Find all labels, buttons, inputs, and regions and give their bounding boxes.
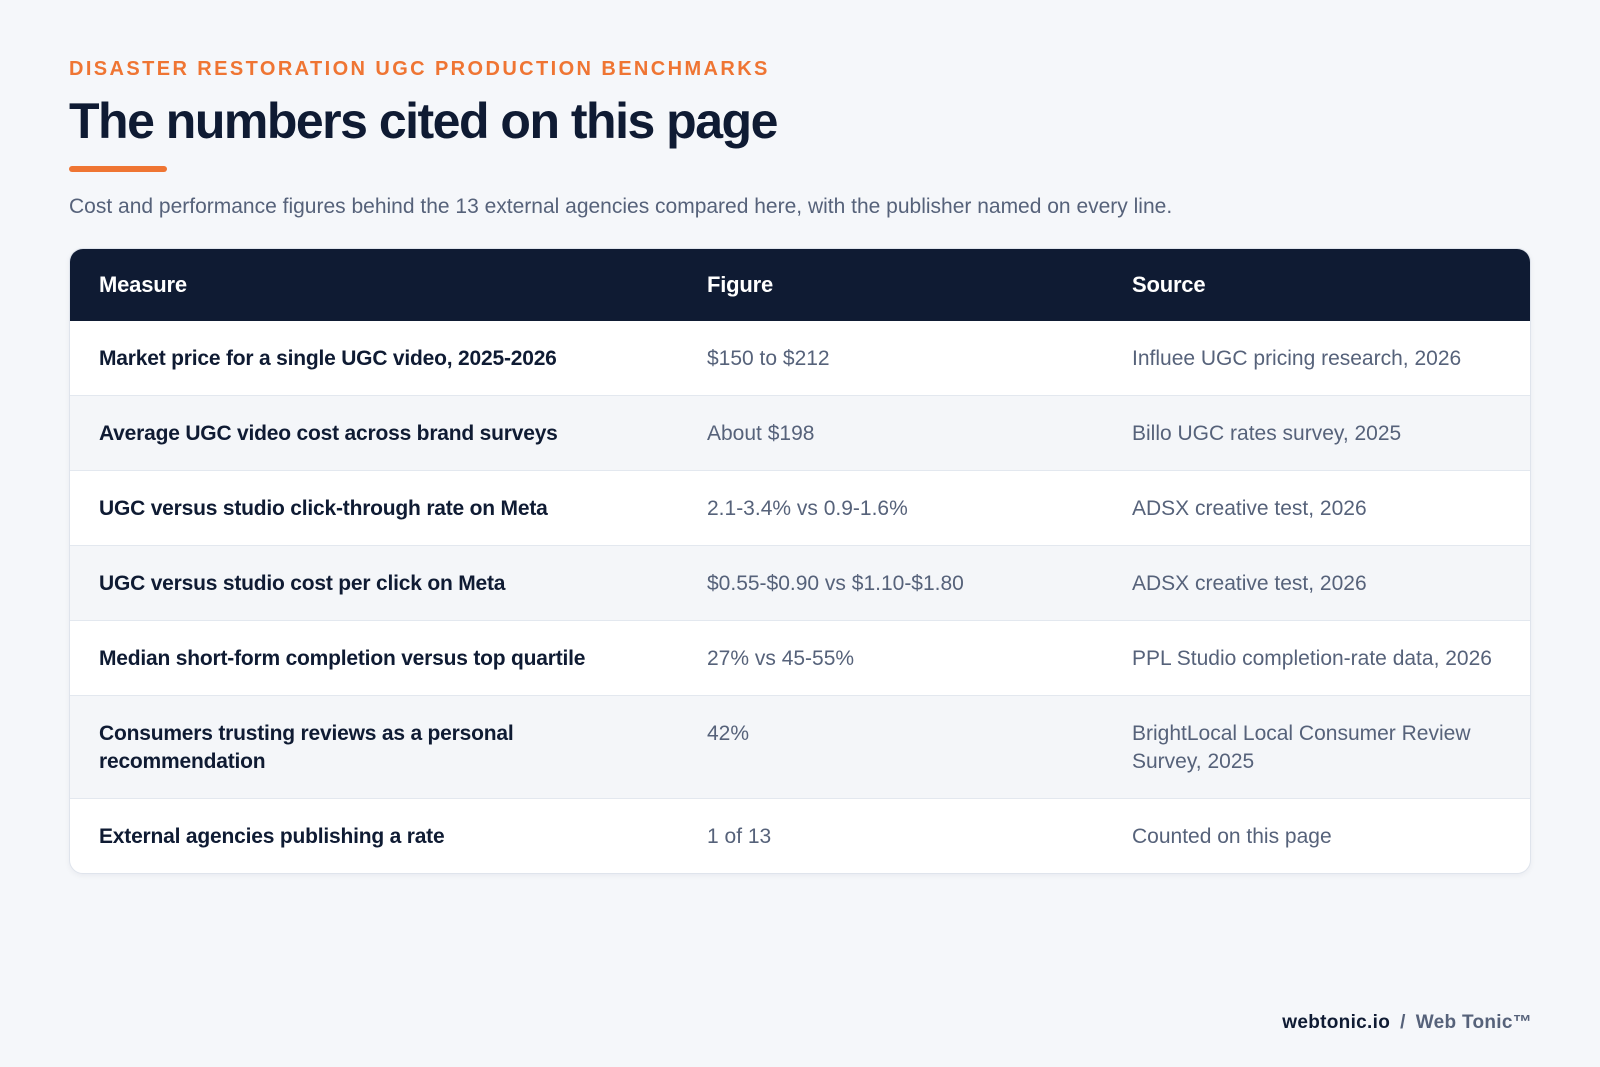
source-cell: PPL Studio completion-rate data, 2026 — [1103, 620, 1530, 696]
footer-separator: / — [1400, 1012, 1406, 1033]
benchmarks-table: Measure Figure Source Market price for a… — [70, 249, 1530, 873]
footer-domain: webtonic.io — [1282, 1012, 1391, 1033]
eyebrow-label: DISASTER RESTORATION UGC PRODUCTION BENC… — [69, 58, 770, 80]
measure-cell: UGC versus studio click-through rate on … — [70, 470, 678, 546]
figure-cell: 1 of 13 — [678, 798, 1103, 873]
measure-cell: Median short-form completion versus top … — [70, 620, 678, 696]
measure-cell: Consumers trusting reviews as a personal… — [70, 695, 678, 799]
table-row: UGC versus studio click-through rate on … — [70, 470, 1530, 546]
table-row: External agencies publishing a rate 1 of… — [70, 798, 1530, 873]
footer-credit: webtonic.io / Web Tonic™ — [1282, 1012, 1532, 1034]
source-cell: BrightLocal Local Consumer Review Survey… — [1103, 695, 1530, 799]
benchmarks-table-card: Measure Figure Source Market price for a… — [69, 248, 1531, 874]
table-row: UGC versus studio cost per click on Meta… — [70, 545, 1530, 621]
footer-brand: Web Tonic™ — [1415, 1012, 1532, 1033]
page-title: The numbers cited on this page — [69, 93, 778, 149]
column-header-figure: Figure — [678, 249, 1103, 321]
measure-cell: Average UGC video cost across brand surv… — [70, 395, 678, 471]
column-header-source: Source — [1103, 249, 1530, 321]
title-underline — [69, 166, 167, 172]
source-cell: ADSX creative test, 2026 — [1103, 470, 1530, 546]
table-row: Average UGC video cost across brand surv… — [70, 395, 1530, 471]
source-cell: Billo UGC rates survey, 2025 — [1103, 395, 1530, 471]
table-row: Market price for a single UGC video, 202… — [70, 321, 1530, 396]
figure-cell: $150 to $212 — [707, 347, 830, 370]
figure-cell: About $198 — [678, 395, 1103, 471]
measure-cell: UGC versus studio cost per click on Meta — [70, 545, 678, 621]
measure-cell: Market price for a single UGC video, 202… — [99, 347, 557, 370]
page-subtitle: Cost and performance figures behind the … — [69, 195, 1173, 218]
figure-cell: 42% — [678, 695, 1103, 799]
figure-cell: $0.55-$0.90 vs $1.10-$1.80 — [678, 545, 1103, 621]
measure-cell: External agencies publishing a rate — [70, 798, 678, 873]
source-cell: Influee UGC pricing research, 2026 — [1132, 347, 1462, 370]
figure-cell: 27% vs 45-55% — [678, 620, 1103, 696]
column-header-measure: Measure — [70, 249, 678, 321]
figure-cell: 2.1-3.4% vs 0.9-1.6% — [678, 470, 1103, 546]
table-row: Consumers trusting reviews as a personal… — [70, 695, 1530, 799]
source-cell: Counted on this page — [1103, 798, 1530, 873]
table-row: Median short-form completion versus top … — [70, 620, 1530, 696]
source-cell: ADSX creative test, 2026 — [1103, 545, 1530, 621]
table-header-row: Measure Figure Source — [70, 249, 1530, 321]
